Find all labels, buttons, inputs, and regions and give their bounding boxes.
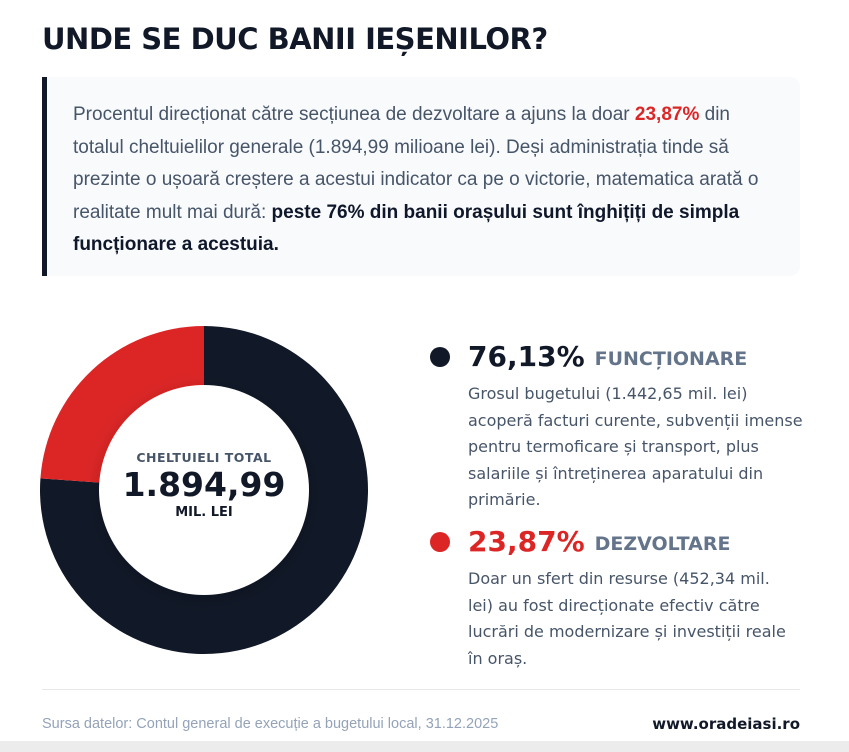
legend-name: DEZVOLTARE bbox=[594, 533, 731, 555]
legend-description: Doar un sfert din resurse (452,34 mil. l… bbox=[468, 569, 786, 668]
center-unit: MIL. LEI bbox=[175, 505, 233, 520]
legend-percent: 76,13% bbox=[468, 340, 585, 373]
legend-dot bbox=[430, 346, 450, 367]
donut-chart bbox=[39, 326, 369, 654]
intro-text-2: din totalul cheltuielilor generale (1.89… bbox=[73, 104, 759, 223]
bottom-bar bbox=[0, 741, 849, 752]
footer-divider bbox=[42, 689, 800, 690]
donut-hole bbox=[99, 385, 309, 595]
center-label: CHELTUIELI TOTAL bbox=[136, 450, 272, 465]
center-value: 1.894,99 bbox=[122, 465, 286, 504]
legend-item-functionare: 76,13% FUNCȚIONARE Grosul bugetului (1.4… bbox=[430, 340, 808, 514]
legend-item-dezvoltare: 23,87% DEZVOLTARE Doar un sfert din resu… bbox=[430, 525, 788, 672]
intro-highlight: 23,87% bbox=[634, 104, 700, 125]
intro-text: Procentul direcționat către secțiunea de… bbox=[73, 104, 635, 125]
legend-description: Grosul bugetului (1.442,65 mil. lei) aco… bbox=[468, 384, 803, 509]
intro-callout: Procentul direcționat către secțiunea de… bbox=[42, 77, 800, 276]
page-title: UNDE SE DUC BANII IEȘENILOR? bbox=[42, 22, 548, 56]
legend-name: FUNCȚIONARE bbox=[594, 348, 748, 370]
intro-bold: peste 76% din banii orașului sunt înghiț… bbox=[73, 201, 740, 256]
source-note: Sursa datelor: Contul general de execuți… bbox=[42, 716, 499, 732]
donut-center: CHELTUIELI TOTAL 1.894,99 MIL. LEI bbox=[104, 450, 304, 520]
site-link[interactable]: www.oradeiasi.ro bbox=[652, 715, 800, 733]
legend-percent: 23,87% bbox=[468, 525, 585, 558]
legend-dot bbox=[430, 531, 450, 552]
